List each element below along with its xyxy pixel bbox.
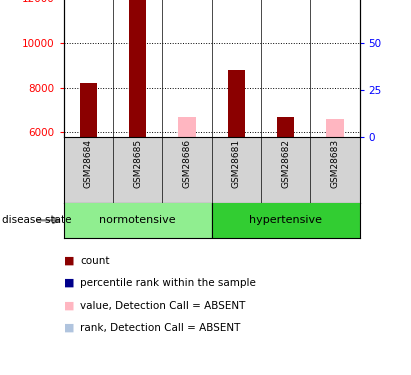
Text: ■: ■ — [64, 278, 74, 288]
Text: rank, Detection Call = ABSENT: rank, Detection Call = ABSENT — [80, 323, 240, 333]
Text: value, Detection Call = ABSENT: value, Detection Call = ABSENT — [80, 301, 245, 310]
Text: GSM28683: GSM28683 — [330, 139, 339, 188]
Bar — [277, 117, 294, 137]
Text: GSM28686: GSM28686 — [182, 139, 192, 188]
Bar — [64, 202, 212, 238]
Text: disease state: disease state — [2, 215, 72, 225]
Bar — [228, 70, 245, 137]
Text: hypertensive: hypertensive — [249, 215, 322, 225]
Text: percentile rank within the sample: percentile rank within the sample — [80, 278, 256, 288]
Text: GSM28685: GSM28685 — [133, 139, 142, 188]
Bar — [212, 202, 360, 238]
Text: ■: ■ — [64, 256, 74, 266]
Bar — [129, 0, 146, 137]
Text: ■: ■ — [64, 323, 74, 333]
Bar — [178, 117, 196, 137]
Text: count: count — [80, 256, 110, 266]
Text: GSM28682: GSM28682 — [281, 139, 290, 188]
Text: ■: ■ — [64, 301, 74, 310]
Text: normotensive: normotensive — [99, 215, 176, 225]
Bar — [326, 119, 344, 137]
Bar — [80, 83, 97, 137]
Text: GSM28681: GSM28681 — [232, 139, 241, 188]
Text: GSM28684: GSM28684 — [84, 139, 93, 188]
